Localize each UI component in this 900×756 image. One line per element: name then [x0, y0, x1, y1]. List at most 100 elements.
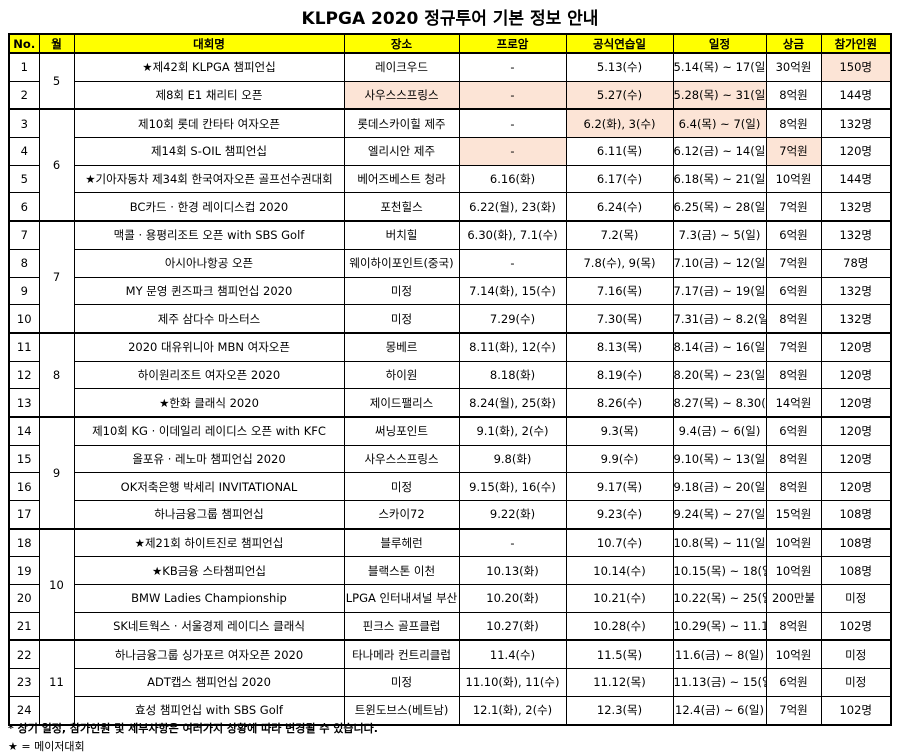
table-cell: 하이원	[343, 360, 460, 390]
column-header: 일정	[672, 33, 767, 54]
table-cell: 8.13(목)	[565, 331, 674, 362]
table-cell: 9.18(금) ~ 20(일)	[672, 472, 767, 501]
title: KLPGA 2020 정규투어 기본 정보 안내	[301, 9, 599, 29]
table-cell: 12	[8, 360, 40, 390]
table-cell: 20	[8, 584, 40, 613]
table-cell: 102명	[820, 695, 892, 726]
table-cell: 6억원	[765, 276, 822, 306]
table-cell: 132명	[820, 276, 892, 306]
table-cell: 9.22(화)	[458, 499, 567, 530]
table-cell: SK네트웍스 · 서울경제 레이디스 클래식	[73, 611, 345, 641]
table-cell: 6.22(월), 23(화)	[458, 192, 567, 222]
table-cell: 7.17(금) ~ 19(일)	[672, 276, 767, 306]
table-cell: -	[458, 51, 567, 82]
table-cell: 9.4(금) ~ 6(일)	[672, 415, 767, 446]
table-cell: 10억원	[765, 527, 822, 558]
table-cell: 8	[8, 248, 40, 278]
month-cell: 8	[38, 331, 75, 418]
table-cell: 아시아나항공 오픈	[73, 248, 345, 278]
table-cell: 제14회 S-OIL 챔피언십	[73, 137, 345, 166]
table-cell: 엘리시안 제주	[343, 137, 460, 166]
table-cell: 핀크스 골프클럽	[343, 611, 460, 641]
table-cell: 미정	[343, 276, 460, 306]
column-header: 공식연습일	[565, 33, 674, 54]
month-cell: 7	[38, 220, 75, 334]
table-cell: 6	[8, 192, 40, 222]
table-cell: 제10회 KG · 이데일리 레이디스 오픈 with KFC	[73, 415, 345, 446]
table-cell: 제이드팰리스	[343, 388, 460, 418]
table-cell: 8.14(금) ~ 16(일)	[672, 331, 767, 362]
table-row: 24 효성 챔피언십 with SBS Golf 트윈도브스(베트남) 12.1(화)…	[8, 695, 892, 726]
table-cell: 12.3(목)	[565, 695, 674, 726]
table-cell: 11.13(금) ~ 15(일)	[672, 668, 767, 697]
table-cell: 108명	[820, 556, 892, 586]
table-cell: 7.16(목)	[565, 276, 674, 306]
table-cell: 7억원	[765, 331, 822, 362]
table-cell: 7.31(금) ~ 8.2(일)	[672, 304, 767, 334]
table-cell: 10.22(목) ~ 25(일)	[672, 584, 767, 613]
table-cell: 하나금융그룹 싱가포르 여자오픈 2020	[73, 639, 345, 670]
table-cell: 78명	[820, 248, 892, 278]
schedule-table: No. 월 대회명 장소 프로암 공식연습일 일정 상금 참가인원 1 5 ★제42회 KLPGA …	[8, 33, 892, 726]
table-cell: 10.14(수)	[565, 556, 674, 586]
table-cell: 8억원	[765, 108, 822, 139]
table-cell: ★한화 클래식 2020	[73, 388, 345, 418]
table-cell: 7억원	[765, 695, 822, 726]
table-cell: 9	[8, 276, 40, 306]
table-cell: 8.19(수)	[565, 360, 674, 390]
table-cell: ★제42회 KLPGA 챔피언십	[73, 51, 345, 82]
table-cell: 23	[8, 668, 40, 697]
column-header: 월	[38, 33, 75, 54]
table-cell: 8.18(화)	[458, 360, 567, 390]
month-cell: 6	[38, 108, 75, 222]
table-cell: 미정	[343, 472, 460, 501]
table-cell: 제주 삼다수 마스터스	[73, 304, 345, 334]
table-row: 13 ★한화 클래식 2020 제이드팰리스 8.24(월), 25(화) 8.26(수…	[8, 388, 892, 418]
table-cell: 12.1(화), 2(수)	[458, 695, 567, 726]
table-cell: 11.5(목)	[565, 639, 674, 670]
table-cell: 8억원	[765, 472, 822, 501]
table-cell: 베어즈베스트 청라	[343, 164, 460, 194]
table-row: 6 BC카드 · 한경 레이디스컵 2020 포천힐스 6.22(월), 23(화) 6…	[8, 192, 892, 222]
table-cell: 10억원	[765, 164, 822, 194]
table-cell: 8.26(수)	[565, 388, 674, 418]
note: ★ = 메이저대회	[8, 740, 85, 753]
table-row: 19 ★KB금융 스타챔피언십 블랙스톤 이천 10.13(화) 10.14(수) 10.…	[8, 556, 892, 586]
table-cell: 11.6(금) ~ 8(일)	[672, 639, 767, 670]
table-cell: 17	[8, 499, 40, 530]
table-cell: 120명	[820, 331, 892, 362]
table-cell: 6.2(화), 3(수)	[565, 108, 674, 139]
table-cell: 9.8(화)	[458, 444, 567, 474]
table-cell: 6억원	[765, 415, 822, 446]
month-cell: 5	[38, 51, 75, 110]
note: * 상기 일정, 참가인원 및 세부사항은 여러가지 상황에 따라 변경될 수 …	[8, 722, 378, 735]
table-cell: 108명	[820, 527, 892, 558]
table-cell: 10.8(목) ~ 11(일)	[672, 527, 767, 558]
table-cell: 10	[8, 304, 40, 334]
table-cell: 6.11(목)	[565, 137, 674, 166]
column-header: No.	[8, 33, 40, 54]
table-cell: 15	[8, 444, 40, 474]
table-cell: 제8회 E1 채리티 오픈	[73, 80, 345, 110]
table-cell: 144명	[820, 164, 892, 194]
table-cell: 스카이72	[343, 499, 460, 530]
table-cell: 15억원	[765, 499, 822, 530]
table-row: 4 제14회 S-OIL 챔피언십 엘리시안 제주 -6.11(목) 6.12(금) ~…	[8, 137, 892, 166]
table-cell: BMW Ladies Championship	[73, 584, 345, 613]
table-cell: 150명	[820, 51, 892, 82]
table-cell: 미정	[820, 668, 892, 697]
table-cell: 3	[8, 108, 40, 139]
table-cell: 11.12(목)	[565, 668, 674, 697]
table-cell: 7억원	[765, 192, 822, 222]
table-cell: OK저축은행 박세리 INVITATIONAL	[73, 472, 345, 501]
table-cell: 맥콜 · 용평리조트 오픈 with SBS Golf	[73, 220, 345, 250]
table-cell: 132명	[820, 192, 892, 222]
column-header: 상금	[765, 33, 822, 54]
table-cell: 14	[8, 415, 40, 446]
table-cell: 2	[8, 80, 40, 110]
table-cell: 5.14(목) ~ 17(일)	[672, 51, 767, 82]
table-cell: 사우스스프링스	[343, 444, 460, 474]
table-cell: 8.27(목) ~ 8.30(일)	[672, 388, 767, 418]
table-cell: 8.24(월), 25(화)	[458, 388, 567, 418]
